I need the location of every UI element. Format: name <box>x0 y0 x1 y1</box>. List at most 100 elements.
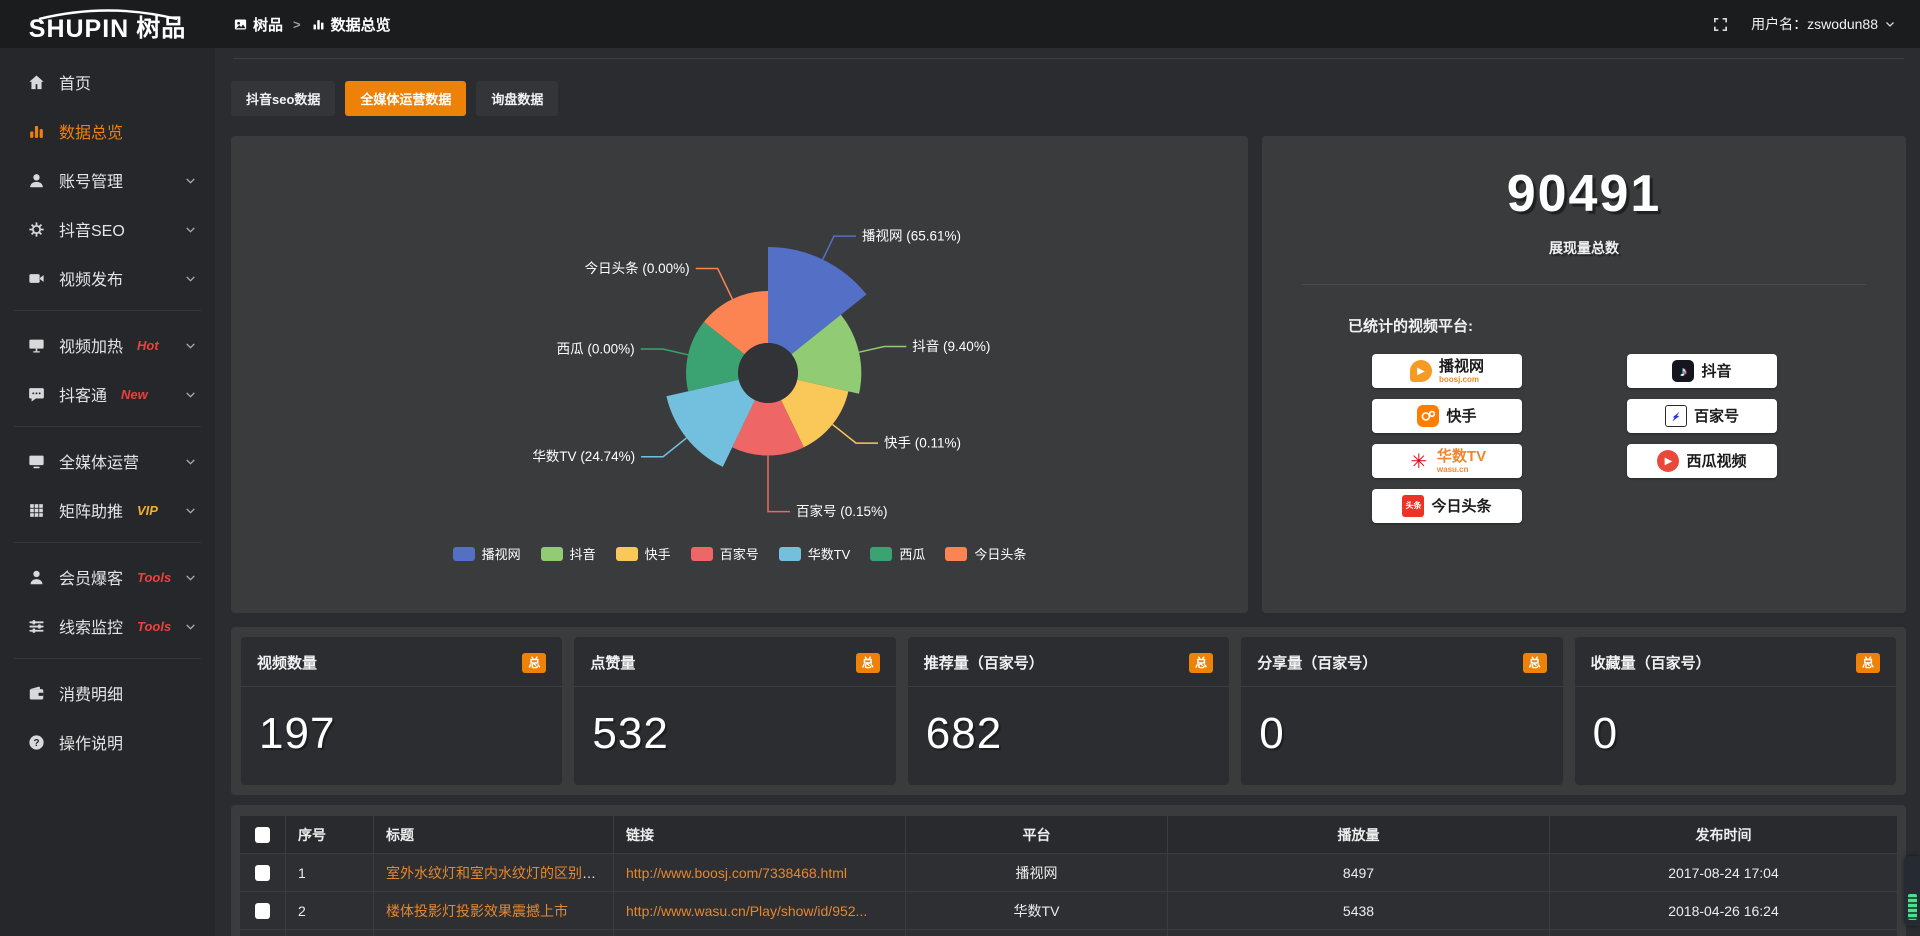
sidebar-item-全媒体运营[interactable]: 全媒体运营 <box>0 441 215 481</box>
breadcrumb-item-current[interactable]: 数据总览 <box>311 14 391 35</box>
legend-swatch <box>870 546 893 561</box>
stat-card-分享量（百家号）: 分享量（百家号） 总 0 <box>1241 637 1563 785</box>
breadcrumb-item-home[interactable]: 树品 <box>233 14 283 35</box>
platform-subtext: boosj.com <box>1438 374 1479 384</box>
legend-item-华数TV[interactable]: 华数TV <box>778 544 851 563</box>
site-icon <box>234 19 247 29</box>
sidebar-item-视频发布[interactable]: 视频发布 <box>0 258 215 298</box>
legend-swatch <box>540 546 563 561</box>
row-checkbox[interactable] <box>255 865 270 882</box>
main-content: 抖音seo数据 全媒体运营数据 询盘数据 播视网 (65.61%) 抖音 (9.40%… <box>215 48 1920 936</box>
sidebar-item-视频加热[interactable]: 视频加热 Hot <box>0 325 215 365</box>
sidebar-item-首页[interactable]: 首页 <box>0 62 215 102</box>
legend-label: 华数TV <box>807 547 851 562</box>
pie-slice-快手[interactable] <box>781 379 849 448</box>
platform-share-pie-chart: 播视网 (65.61%) 抖音 (9.40%) 快手 (0.11%) 百家号 (0.1… <box>532 229 990 519</box>
bar-chart-icon <box>26 121 46 141</box>
xigua-logo-icon: ▶ <box>1657 450 1680 472</box>
pie-label-华数TV: 华数TV (24.74%) <box>532 449 635 464</box>
legend-label: 快手 <box>644 547 671 562</box>
table-row: 1 室外水纹灯和室内水纹灯的区别和简介 http://www.boosj.com/7… <box>239 853 1898 892</box>
sidebar-item-矩阵助推[interactable]: 矩阵助推 VIP <box>0 490 215 530</box>
breadcrumb: 树品 > 数据总览 <box>233 14 391 35</box>
legend-item-百家号[interactable]: 百家号 <box>690 544 759 563</box>
fullscreen-button[interactable] <box>1712 16 1729 33</box>
breadcrumb-label: 数据总览 <box>330 16 391 34</box>
sidebar-item-抖客通[interactable]: 抖客通 New <box>0 374 215 414</box>
chat-widget[interactable] <box>1904 856 1920 926</box>
pie-slice-播视网[interactable] <box>768 247 867 355</box>
chevron-down-icon <box>184 571 197 584</box>
cell-time: 2017-08-24 17:04 <box>1549 853 1898 892</box>
row-checkbox[interactable] <box>255 903 270 920</box>
sidebar-item-操作说明[interactable]: ? 操作说明 <box>0 722 215 762</box>
video-title-link[interactable]: 楼体投影灯投影效果震撼上市 <box>386 902 568 919</box>
platform-name: 华数TV <box>1436 447 1487 465</box>
legend-item-快手[interactable]: 快手 <box>615 544 671 563</box>
cell-plays: 8497 <box>1167 853 1550 892</box>
sidebar-item-消费明细[interactable]: 消费明细 <box>0 673 215 713</box>
tab-抖音seo数据[interactable]: 抖音seo数据 <box>231 81 336 116</box>
sidebar-item-抖音SEO[interactable]: 抖音SEO <box>0 209 215 249</box>
stat-card-value: 0 <box>1259 709 1285 758</box>
pie-slice-百家号[interactable] <box>732 400 804 456</box>
chevron-down-icon <box>184 504 197 517</box>
platform-badge-播视网: ▶ 播视网 boosj.com <box>1372 354 1522 388</box>
legend-item-抖音[interactable]: 抖音 <box>540 544 596 563</box>
select-all-checkbox[interactable] <box>255 827 270 844</box>
stat-card-点赞量: 点赞量 总 532 <box>574 637 896 785</box>
sidebar-divider <box>14 426 201 427</box>
logo-arc-icon <box>38 8 177 20</box>
video-title-link[interactable]: 室外水纹灯和室内水纹灯的区别和简介 <box>386 864 614 881</box>
breadcrumb-label: 树品 <box>253 16 284 34</box>
platform-badge-西瓜视频: ▶ 西瓜视频 <box>1627 444 1777 478</box>
chevron-down-icon <box>184 174 197 187</box>
bar-chart-icon <box>313 19 324 29</box>
sidebar-item-会员爆客[interactable]: 会员爆客 Tools <box>0 557 215 597</box>
home-icon <box>26 72 46 92</box>
legend-swatch <box>690 546 713 561</box>
platform-name: 抖音 <box>1701 362 1732 380</box>
chevron-down-icon <box>184 388 197 401</box>
platform-name: 百家号 <box>1693 407 1739 425</box>
legend-item-播视网[interactable]: 播视网 <box>452 544 521 563</box>
app-logo[interactable]: SHUPIN 树品 <box>0 7 215 42</box>
baijiahao-logo-icon <box>1664 405 1687 427</box>
sidebar-item-label: 线索监控 <box>59 620 124 637</box>
sidebar-item-线索监控[interactable]: 线索监控 Tools <box>0 606 215 646</box>
platform-name: 快手 <box>1446 407 1477 425</box>
platform-badge-快手: 快手 <box>1372 399 1522 433</box>
toutiao-logo-icon: 头条 <box>1402 495 1425 517</box>
pie-slice-今日头条[interactable] <box>703 291 768 355</box>
sidebar-item-label: 全媒体运营 <box>59 455 140 472</box>
stat-card-value: 682 <box>925 709 1003 758</box>
sidebar-badge-New: New <box>121 386 148 402</box>
sidebar-item-label: 账号管理 <box>59 174 124 191</box>
stat-cards-panel: 视频数量总 197 点赞量总 532 推荐量（百家号）总 682 分享量（百家号）总 0 收藏量… <box>231 627 1906 795</box>
pie-label-百家号: 百家号 (0.15%) <box>796 503 888 519</box>
user-menu[interactable]: 用户名：zswodun88 <box>1751 14 1896 34</box>
pie-label-播视网: 播视网 (65.61%) <box>862 229 961 244</box>
legend-label: 播视网 <box>481 547 521 562</box>
sidebar-item-账号管理[interactable]: 账号管理 <box>0 160 215 200</box>
pie-slice-华数TV[interactable] <box>666 379 755 467</box>
legend-item-今日头条[interactable]: 今日头条 <box>945 544 1026 563</box>
logo-text-cn: 树品 <box>136 15 187 42</box>
pie-label-快手: 快手 (0.11%) <box>884 436 961 451</box>
pie-slice-抖音[interactable] <box>791 314 862 394</box>
sidebar: 首页数据总览账号管理抖音SEO 视频发布视频加热 Hot 抖客通 New 全媒体运营矩阵助… <box>0 48 215 936</box>
video-url-link[interactable]: http://www.boosj.com/7338468.html <box>626 864 848 881</box>
video-url-link[interactable]: http://www.wasu.cn/Play/show/id/952... <box>626 902 868 919</box>
stat-card-label: 分享量（百家号） <box>1257 655 1378 672</box>
platform-name: 西瓜视频 <box>1686 452 1747 470</box>
person-icon <box>26 567 46 587</box>
videos-table: 序号 标题 链接 平台 播放量 发布时间 1 室外水纹灯和室内水纹灯的区别和简介 http:/… <box>239 815 1898 936</box>
platform-name: 播视网 <box>1438 357 1484 375</box>
tab-全媒体运营数据[interactable]: 全媒体运营数据 <box>345 81 467 116</box>
legend-item-西瓜[interactable]: 西瓜 <box>870 544 925 563</box>
tab-询盘数据[interactable]: 询盘数据 <box>476 81 559 116</box>
sidebar-item-数据总览[interactable]: 数据总览 <box>0 111 215 151</box>
total-badge: 总 <box>522 652 547 673</box>
sidebar-item-label: 抖音SEO <box>59 223 125 240</box>
pie-slice-西瓜[interactable] <box>686 321 745 392</box>
